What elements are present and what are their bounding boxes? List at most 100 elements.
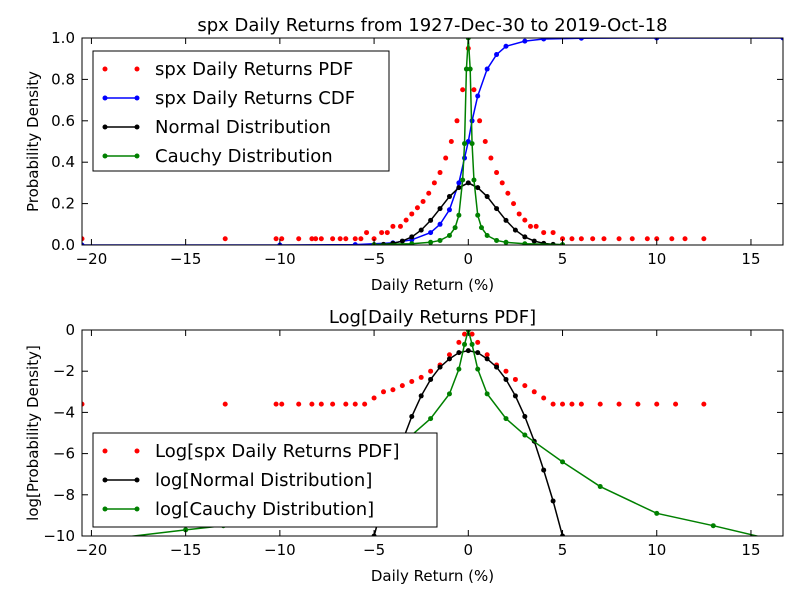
data-point bbox=[82, 242, 85, 245]
data-point bbox=[522, 383, 528, 389]
data-point bbox=[503, 416, 509, 422]
data-point bbox=[499, 180, 505, 186]
legend-marker bbox=[102, 506, 108, 512]
legend: Log[spx Daily Returns PDF] log[Normal Dis… bbox=[92, 432, 438, 528]
data-point bbox=[343, 236, 349, 242]
data-point bbox=[409, 211, 415, 217]
data-point bbox=[533, 223, 539, 229]
y-tick-label: 0.6 bbox=[51, 112, 75, 130]
data-point bbox=[569, 401, 575, 407]
series-log-spx-daily-returns-pdf bbox=[82, 330, 707, 407]
bottom-chart: Log[Daily Returns PDF]−20 −15 −10 −5 0 5 10 15−… bbox=[24, 307, 784, 585]
data-point bbox=[352, 236, 358, 242]
data-point bbox=[682, 236, 688, 242]
data-point bbox=[482, 139, 488, 144]
top-chart: spx Daily Returns from 1927-Dec-30 to 20… bbox=[24, 15, 784, 294]
legend-label: spx Daily Returns PDF bbox=[155, 59, 353, 80]
legend-label: Log[spx Daily Returns PDF] bbox=[155, 441, 400, 462]
data-point bbox=[279, 401, 285, 407]
data-point bbox=[522, 234, 528, 240]
data-point bbox=[780, 38, 783, 41]
data-point bbox=[337, 236, 343, 242]
data-point bbox=[462, 341, 468, 347]
data-point bbox=[578, 401, 584, 407]
data-point bbox=[352, 401, 358, 407]
data-point bbox=[669, 236, 675, 242]
data-point bbox=[541, 395, 547, 401]
data-point bbox=[478, 225, 484, 231]
data-point bbox=[364, 230, 370, 236]
data-point bbox=[522, 217, 528, 223]
data-point bbox=[222, 236, 228, 242]
data-point bbox=[296, 401, 302, 407]
data-point bbox=[273, 401, 279, 407]
data-point bbox=[469, 141, 475, 147]
legend-marker bbox=[102, 95, 108, 101]
x-tick-label: −20 bbox=[76, 541, 108, 559]
data-point bbox=[465, 139, 471, 144]
data-point bbox=[673, 401, 679, 407]
data-point bbox=[616, 401, 622, 407]
y-tick-label: 0 bbox=[65, 321, 75, 339]
data-point bbox=[503, 43, 509, 49]
data-point bbox=[701, 401, 707, 407]
data-point bbox=[503, 239, 509, 245]
data-point bbox=[597, 401, 603, 407]
legend-entry: Cauchy Distribution bbox=[102, 146, 333, 167]
data-point bbox=[462, 141, 468, 147]
legend-label: Normal Distribution bbox=[155, 117, 331, 138]
data-point bbox=[371, 236, 377, 242]
data-point bbox=[418, 393, 424, 399]
legend-entry: log[Normal Distribution] bbox=[102, 470, 372, 491]
y-tick-label: 0.8 bbox=[51, 70, 75, 88]
data-point bbox=[352, 242, 358, 245]
data-point bbox=[446, 194, 452, 200]
legend-marker bbox=[134, 477, 140, 483]
data-point bbox=[296, 236, 302, 242]
x-axis-label: Daily Return (%) bbox=[371, 567, 494, 585]
series-line bbox=[374, 38, 563, 245]
data-point bbox=[475, 212, 481, 218]
data-point bbox=[616, 236, 622, 242]
data-point bbox=[494, 237, 500, 243]
legend-box bbox=[92, 432, 438, 528]
x-tick-label: 5 bbox=[558, 541, 568, 559]
y-tick-label: −8 bbox=[53, 486, 75, 504]
data-point bbox=[399, 383, 405, 389]
data-point bbox=[522, 414, 528, 420]
legend: spx Daily Returns PDF spx Daily Returns C… bbox=[92, 50, 390, 172]
data-point bbox=[437, 364, 443, 370]
data-point bbox=[418, 374, 424, 380]
legend-marker bbox=[134, 506, 140, 512]
data-point bbox=[420, 199, 426, 205]
data-point bbox=[428, 416, 434, 422]
data-point bbox=[541, 467, 547, 473]
y-tick-label: −4 bbox=[53, 403, 75, 421]
data-point bbox=[446, 356, 452, 362]
legend-label: log[Normal Distribution] bbox=[155, 470, 372, 491]
data-point bbox=[409, 414, 415, 420]
data-point bbox=[437, 206, 443, 212]
data-point bbox=[475, 93, 481, 99]
data-point bbox=[467, 66, 473, 72]
data-point bbox=[654, 510, 660, 516]
x-tick-label: −5 bbox=[363, 250, 385, 268]
x-tick-label: 15 bbox=[741, 250, 760, 268]
data-point bbox=[475, 339, 481, 345]
data-point bbox=[484, 66, 490, 72]
data-point bbox=[522, 432, 528, 438]
x-tick-label: 15 bbox=[741, 541, 760, 559]
legend-marker bbox=[134, 124, 140, 130]
y-axis-label: Probability Density bbox=[24, 71, 42, 212]
data-point bbox=[522, 241, 528, 245]
data-point bbox=[541, 230, 547, 236]
data-point bbox=[456, 350, 462, 356]
data-point bbox=[409, 241, 415, 245]
data-point bbox=[371, 395, 377, 401]
y-tick-label: 0.4 bbox=[51, 153, 75, 171]
legend-entry: log[Cauchy Distribution] bbox=[102, 499, 374, 520]
legend-marker bbox=[102, 477, 108, 483]
data-point bbox=[531, 389, 537, 395]
x-tick-label: −20 bbox=[76, 250, 108, 268]
y-tick-label: −6 bbox=[53, 445, 75, 463]
